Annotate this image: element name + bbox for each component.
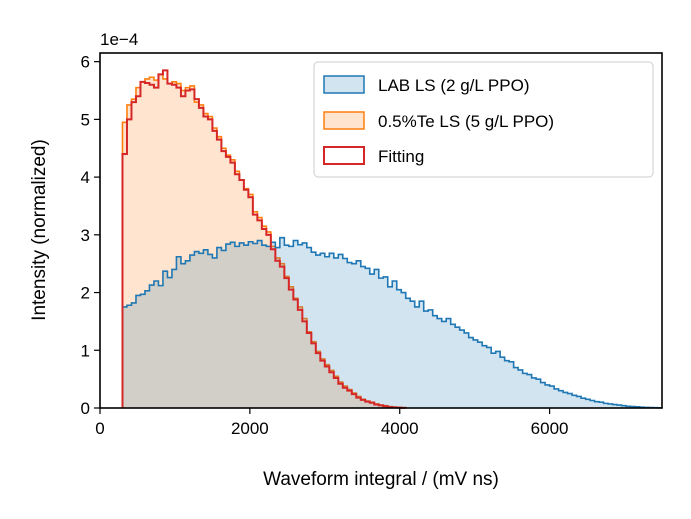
y-axis-label: Intensity (normalized) [29, 139, 50, 321]
legend-swatch-lab [323, 75, 365, 94]
y-tick-label: 3 [81, 226, 90, 245]
x-axis-label: Waveform integral / (mV ns) [263, 469, 499, 490]
x-axis-ticks: 0 2000 4000 6000 [95, 408, 569, 438]
legend-swatch-te [323, 111, 365, 130]
series-te-fill [122, 74, 406, 409]
y-tick-label: 2 [81, 284, 90, 303]
legend-label-lab: LAB LS (2 g/L PPO) [378, 76, 530, 95]
series-fitting [121, 69, 407, 409]
x-tick-label: 2000 [231, 419, 269, 438]
plot-frame [99, 52, 663, 409]
y-tick-label: 6 [81, 53, 90, 72]
y-tick-label: 1 [81, 341, 90, 360]
x-tick-label: 4000 [381, 419, 419, 438]
y-tick-label: 4 [81, 168, 90, 187]
y-axis-ticks: 0 1 2 3 4 5 6 [81, 53, 100, 418]
series-lab-outline [121, 236, 663, 409]
legend-label-fitting: Fitting [378, 147, 424, 166]
y-tick-label: 5 [81, 110, 90, 129]
series-lab-fill [122, 237, 663, 408]
legend: LAB LS (2 g/L PPO) 0.5%Te LS (5 g/L PPO)… [313, 61, 654, 178]
legend-label-te: 0.5%Te LS (5 g/L PPO) [378, 112, 554, 131]
series-lab [121, 236, 663, 409]
x-tick-label: 0 [95, 419, 104, 438]
y-tick-label: 0 [81, 399, 90, 418]
x-tick-label: 6000 [531, 419, 569, 438]
legend-swatch-fitting [323, 146, 365, 165]
legend-box [313, 61, 654, 178]
series-layer [121, 69, 663, 409]
y-offset-label: 1e−4 [100, 30, 138, 49]
series-fitting-outline [121, 69, 407, 409]
